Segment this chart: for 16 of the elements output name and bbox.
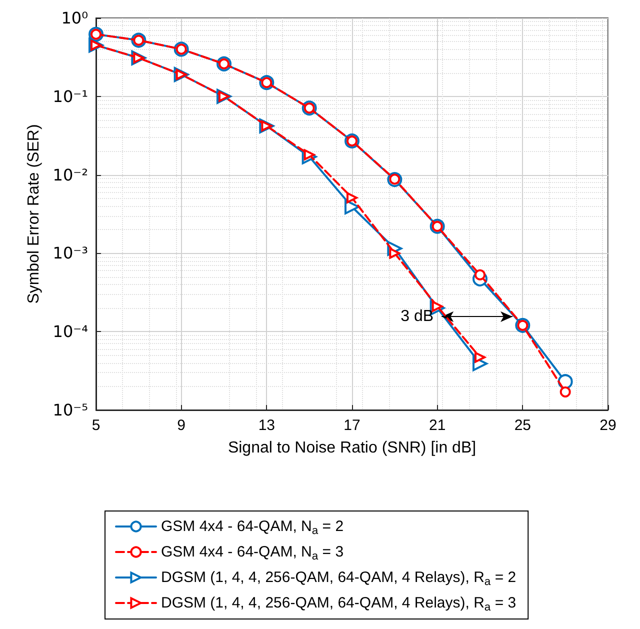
x-tick-label: 17 bbox=[344, 417, 360, 434]
x-tick-label: 9 bbox=[177, 417, 186, 434]
x-axis-title: Signal to Noise Ratio (SNR) [in dB] bbox=[228, 440, 476, 456]
y-tick-label: 10⁻³ bbox=[52, 244, 88, 263]
x-tick-label: 25 bbox=[514, 417, 532, 434]
x-tick-label: 21 bbox=[428, 417, 446, 434]
y-tick-label: 10⁻⁴ bbox=[52, 322, 88, 342]
y-tick-label: 10⁰ bbox=[61, 8, 88, 28]
y-tick-label: 10⁻¹ bbox=[52, 86, 88, 106]
y-tick-label: 10⁻⁵ bbox=[52, 400, 88, 420]
x-tick-label: 13 bbox=[258, 417, 276, 434]
annotation: 3 dB bbox=[400, 308, 434, 326]
y-tick-label: 10⁻² bbox=[52, 165, 88, 184]
x-tick-label: 5 bbox=[92, 417, 100, 434]
x-tick-label: 29 bbox=[600, 417, 616, 434]
y-axis-title: Symbol Error Rate (SER) bbox=[25, 124, 42, 304]
